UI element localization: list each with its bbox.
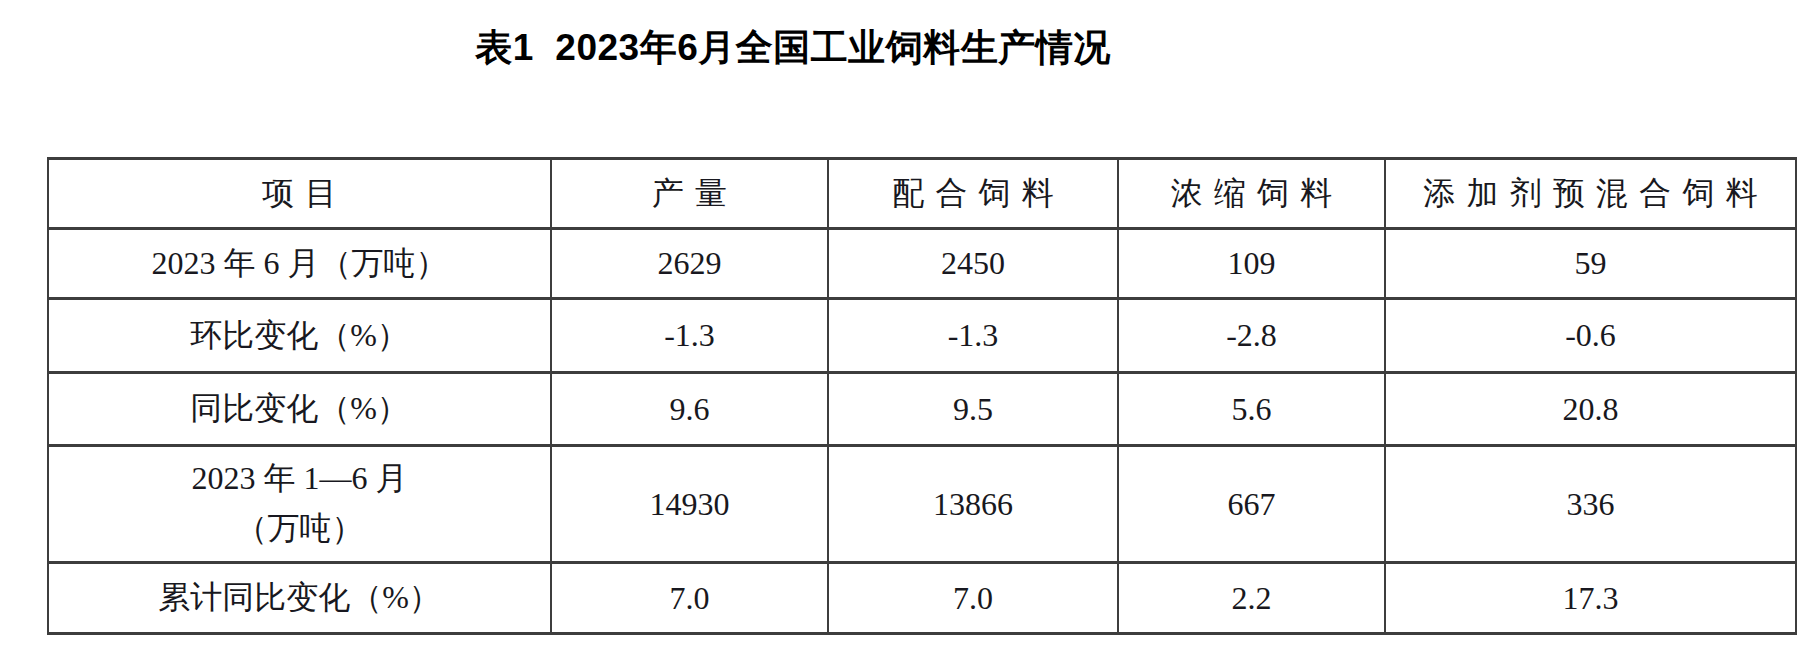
col-header-premix-feed: 添加剂预混合饲料 [1385, 159, 1796, 229]
cell-ytd-total: 14930 [551, 446, 828, 563]
cell-mom-premix: -0.6 [1385, 299, 1796, 373]
cell-cumyoy-premix: 17.3 [1385, 563, 1796, 634]
document-page: 表1 2023年6月全国工业饲料生产情况 项目 产量 配合饲料 浓缩饲料 添加剂… [0, 0, 1818, 665]
row-label-ytd-line2: （万吨） [49, 504, 550, 554]
row-label-ytd-line1: 2023 年 1—6 月 [49, 454, 550, 504]
cell-mom-total: -1.3 [551, 299, 828, 373]
cell-june-output-compound: 2450 [828, 229, 1118, 299]
col-header-item: 项目 [48, 159, 551, 229]
table-title: 表1 2023年6月全国工业饲料生产情况 [0, 26, 1586, 70]
table-row-june-output: 2023 年 6 月（万吨） 2629 2450 109 59 [48, 229, 1796, 299]
cell-june-output-concentrate: 109 [1118, 229, 1385, 299]
row-label-mom-change: 环比变化（%） [48, 299, 551, 373]
col-header-output: 产量 [551, 159, 828, 229]
table-row-cumulative-yoy: 累计同比变化（%） 7.0 7.0 2.2 17.3 [48, 563, 1796, 634]
feed-production-table: 项目 产量 配合饲料 浓缩饲料 添加剂预混合饲料 2023 年 6 月（万吨） … [47, 157, 1797, 635]
cell-cumyoy-compound: 7.0 [828, 563, 1118, 634]
table-row-yoy-change: 同比变化（%） 9.6 9.5 5.6 20.8 [48, 373, 1796, 446]
row-label-cumulative-yoy: 累计同比变化（%） [48, 563, 551, 634]
cell-june-output-total: 2629 [551, 229, 828, 299]
cell-yoy-concentrate: 5.6 [1118, 373, 1385, 446]
cell-yoy-total: 9.6 [551, 373, 828, 446]
col-header-concentrate-feed: 浓缩饲料 [1118, 159, 1385, 229]
cell-cumyoy-total: 7.0 [551, 563, 828, 634]
cell-yoy-compound: 9.5 [828, 373, 1118, 446]
table-row-mom-change: 环比变化（%） -1.3 -1.3 -2.8 -0.6 [48, 299, 1796, 373]
cell-yoy-premix: 20.8 [1385, 373, 1796, 446]
cell-june-output-premix: 59 [1385, 229, 1796, 299]
cell-ytd-concentrate: 667 [1118, 446, 1385, 563]
cell-ytd-compound: 13866 [828, 446, 1118, 563]
row-label-ytd-output: 2023 年 1—6 月 （万吨） [48, 446, 551, 563]
row-label-yoy-change: 同比变化（%） [48, 373, 551, 446]
table-row-ytd-output: 2023 年 1—6 月 （万吨） 14930 13866 667 336 [48, 446, 1796, 563]
cell-ytd-premix: 336 [1385, 446, 1796, 563]
cell-mom-concentrate: -2.8 [1118, 299, 1385, 373]
table-header-row: 项目 产量 配合饲料 浓缩饲料 添加剂预混合饲料 [48, 159, 1796, 229]
cell-cumyoy-concentrate: 2.2 [1118, 563, 1385, 634]
col-header-compound-feed: 配合饲料 [828, 159, 1118, 229]
cell-mom-compound: -1.3 [828, 299, 1118, 373]
row-label-june-output: 2023 年 6 月（万吨） [48, 229, 551, 299]
